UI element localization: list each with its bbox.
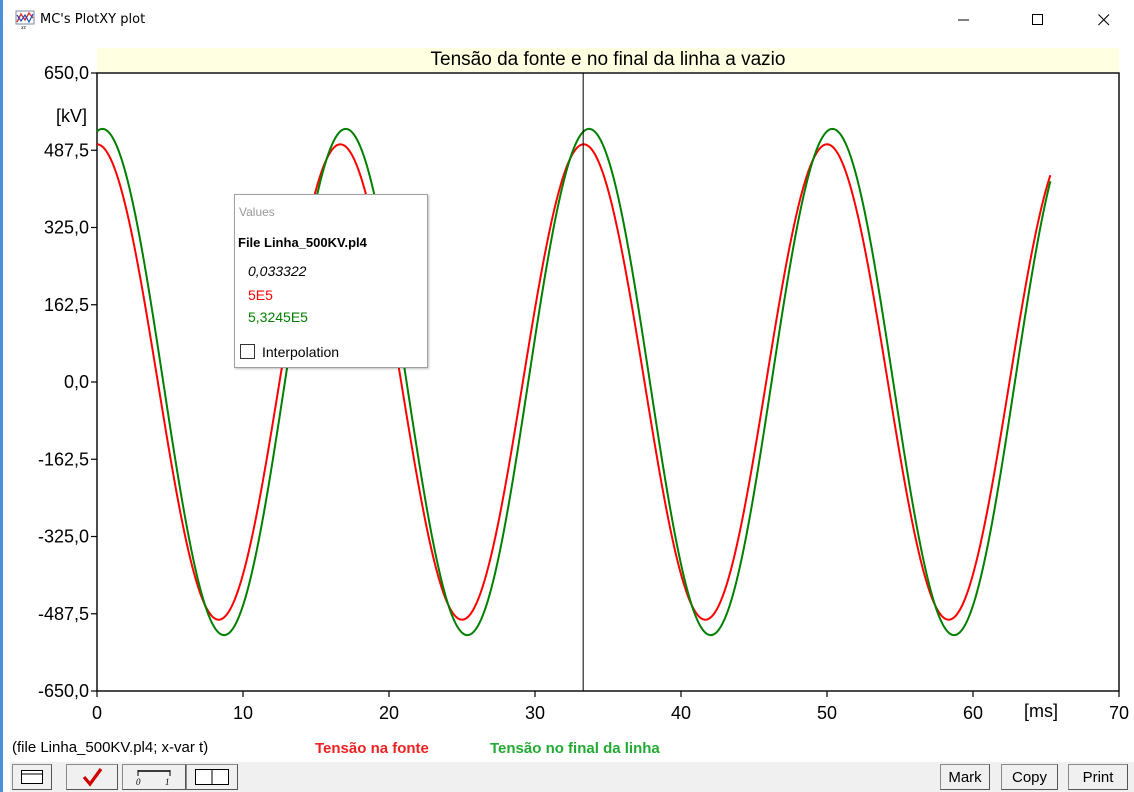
window-icon xyxy=(21,770,43,784)
y-tick-label: -325,0 xyxy=(38,527,89,547)
y-tick-label: -162,5 xyxy=(38,449,89,469)
minimize-icon xyxy=(958,19,969,21)
close-icon xyxy=(1098,14,1110,26)
y-tick-label: -650,0 xyxy=(38,681,89,701)
y-tick-label: 650,0 xyxy=(44,63,89,83)
window-edge xyxy=(0,0,3,792)
x-unit-label: [ms] xyxy=(1024,701,1058,721)
x-tick-label: 30 xyxy=(525,703,545,723)
split-view-button[interactable] xyxy=(186,764,238,790)
values-file: File Linha_500KV.pl4 xyxy=(238,235,367,250)
minimize-button[interactable] xyxy=(941,0,987,40)
scale-button[interactable]: 0 1 xyxy=(122,764,186,790)
y-tick-label: 325,0 xyxy=(44,218,89,238)
values-caption: Values xyxy=(239,205,275,219)
series-line-1 xyxy=(96,127,1052,637)
print-button[interactable]: Print xyxy=(1068,764,1128,790)
y-tick-label: 162,5 xyxy=(44,295,89,315)
window-button[interactable] xyxy=(12,764,52,790)
maximize-icon xyxy=(1032,14,1043,25)
x-tick-label: 60 xyxy=(963,703,983,723)
values-y-red: 5E5 xyxy=(248,287,273,303)
axes: 650,0 487,5 325,0 162,5 0,0 -162,5 -325,0 -487,… xyxy=(38,63,1129,723)
check-icon xyxy=(82,768,103,787)
bottom-toolbar: 0 1 Mark Copy Print xyxy=(10,762,1134,792)
close-button[interactable] xyxy=(1081,0,1127,40)
legend-entry-fonte[interactable]: Tensão na fonte xyxy=(315,740,429,757)
x-tick-label: 20 xyxy=(379,703,399,723)
interpolation-checkbox[interactable] xyxy=(240,344,255,359)
check-button[interactable] xyxy=(66,764,118,790)
x-tick-label: 0 xyxy=(92,703,102,723)
y-unit-label: [kV] xyxy=(56,106,87,126)
mark-button[interactable]: Mark xyxy=(940,764,990,790)
series-lines xyxy=(96,127,1052,637)
series-line-0 xyxy=(96,143,1052,621)
svg-text:0: 0 xyxy=(136,777,141,786)
split-view-icon xyxy=(195,769,229,785)
interpolation-label: Interpolation xyxy=(262,344,340,360)
x-tick-label: 40 xyxy=(671,703,691,723)
legend-entry-final-linha[interactable]: Tensão no final da linha xyxy=(490,740,660,757)
values-popup[interactable]: Values File Linha_500KV.pl4 0,033322 5E5… xyxy=(234,194,428,368)
y-tick-label: -487,5 xyxy=(38,604,89,624)
x-tick-label: 50 xyxy=(817,703,837,723)
plotxy-icon: xz xyxy=(15,10,35,30)
file-info: (file Linha_500KV.pl4; x-var t) xyxy=(12,739,209,756)
values-y-green: 5,3245E5 xyxy=(248,309,308,325)
svg-text:xz: xz xyxy=(20,25,27,30)
title-bar[interactable]: xz MC's PlotXY plot xyxy=(3,0,1134,40)
window-title: MC's PlotXY plot xyxy=(40,12,146,27)
x-tick-label: 70 xyxy=(1109,703,1129,723)
copy-button[interactable]: Copy xyxy=(1001,764,1058,790)
scale-icon: 0 1 xyxy=(136,770,171,786)
svg-text:1: 1 xyxy=(165,777,170,786)
values-x: 0,033322 xyxy=(248,263,307,279)
x-tick-label: 10 xyxy=(233,703,253,723)
maximize-button[interactable] xyxy=(1015,0,1061,40)
y-tick-label: 487,5 xyxy=(44,140,89,160)
plot-title: Tensão da fonte e no final da linha a va… xyxy=(97,48,1119,72)
y-tick-label: 0,0 xyxy=(64,372,89,392)
